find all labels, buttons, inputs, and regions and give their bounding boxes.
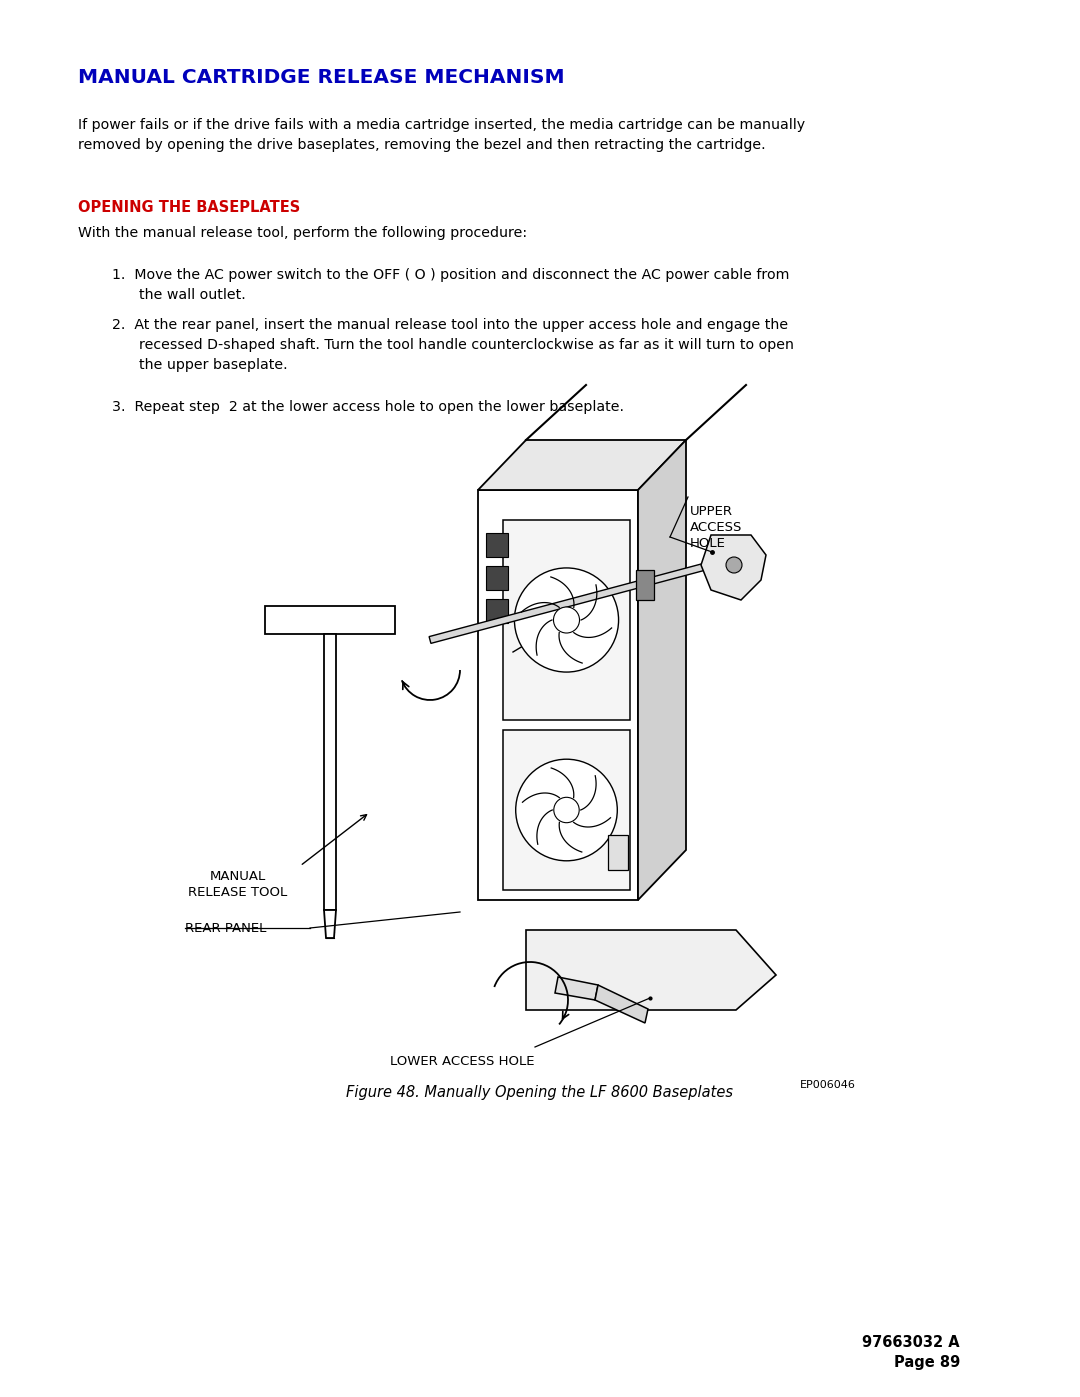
- Text: MANUAL
RELEASE TOOL: MANUAL RELEASE TOOL: [188, 870, 287, 900]
- Circle shape: [514, 569, 619, 672]
- Polygon shape: [555, 977, 598, 1000]
- Circle shape: [516, 759, 618, 861]
- Text: 3.  Repeat step  2 at the lower access hole to open the lower baseplate.: 3. Repeat step 2 at the lower access hol…: [112, 400, 624, 414]
- Text: Figure 48. Manually Opening the LF 8600 Baseplates: Figure 48. Manually Opening the LF 8600 …: [347, 1085, 733, 1099]
- Text: If power fails or if the drive fails with a media cartridge inserted, the media : If power fails or if the drive fails wit…: [78, 117, 805, 152]
- Text: 97663032 A
Page 89: 97663032 A Page 89: [862, 1336, 960, 1370]
- Polygon shape: [595, 985, 648, 1023]
- Text: MANUAL CARTRIDGE RELEASE MECHANISM: MANUAL CARTRIDGE RELEASE MECHANISM: [78, 68, 565, 87]
- Polygon shape: [503, 731, 630, 890]
- Polygon shape: [324, 909, 336, 937]
- Text: OPENING THE BASEPLATES: OPENING THE BASEPLATES: [78, 200, 300, 215]
- Bar: [636, 570, 654, 599]
- Bar: [486, 534, 508, 557]
- Bar: [265, 606, 395, 634]
- Circle shape: [553, 606, 580, 633]
- Circle shape: [726, 557, 742, 573]
- Circle shape: [554, 798, 579, 823]
- Text: LOWER ACCESS HOLE: LOWER ACCESS HOLE: [390, 1055, 535, 1067]
- Text: EP006046: EP006046: [800, 1080, 855, 1090]
- Text: REAR PANEL: REAR PANEL: [185, 922, 267, 935]
- Bar: [486, 566, 508, 590]
- Polygon shape: [526, 930, 777, 1010]
- Polygon shape: [503, 520, 630, 719]
- Polygon shape: [478, 490, 638, 900]
- Text: 1.  Move the AC power switch to the OFF ( O ) position and disconnect the AC pow: 1. Move the AC power switch to the OFF (…: [112, 268, 789, 302]
- Text: UPPER
ACCESS
HOLE: UPPER ACCESS HOLE: [690, 504, 742, 550]
- Polygon shape: [429, 562, 712, 644]
- Polygon shape: [638, 440, 686, 900]
- Polygon shape: [478, 440, 686, 490]
- Text: With the manual release tool, perform the following procedure:: With the manual release tool, perform th…: [78, 226, 527, 240]
- Polygon shape: [701, 535, 766, 599]
- Bar: [486, 599, 508, 623]
- Bar: [324, 634, 336, 909]
- Bar: [608, 835, 627, 870]
- Text: 2.  At the rear panel, insert the manual release tool into the upper access hole: 2. At the rear panel, insert the manual …: [112, 319, 794, 372]
